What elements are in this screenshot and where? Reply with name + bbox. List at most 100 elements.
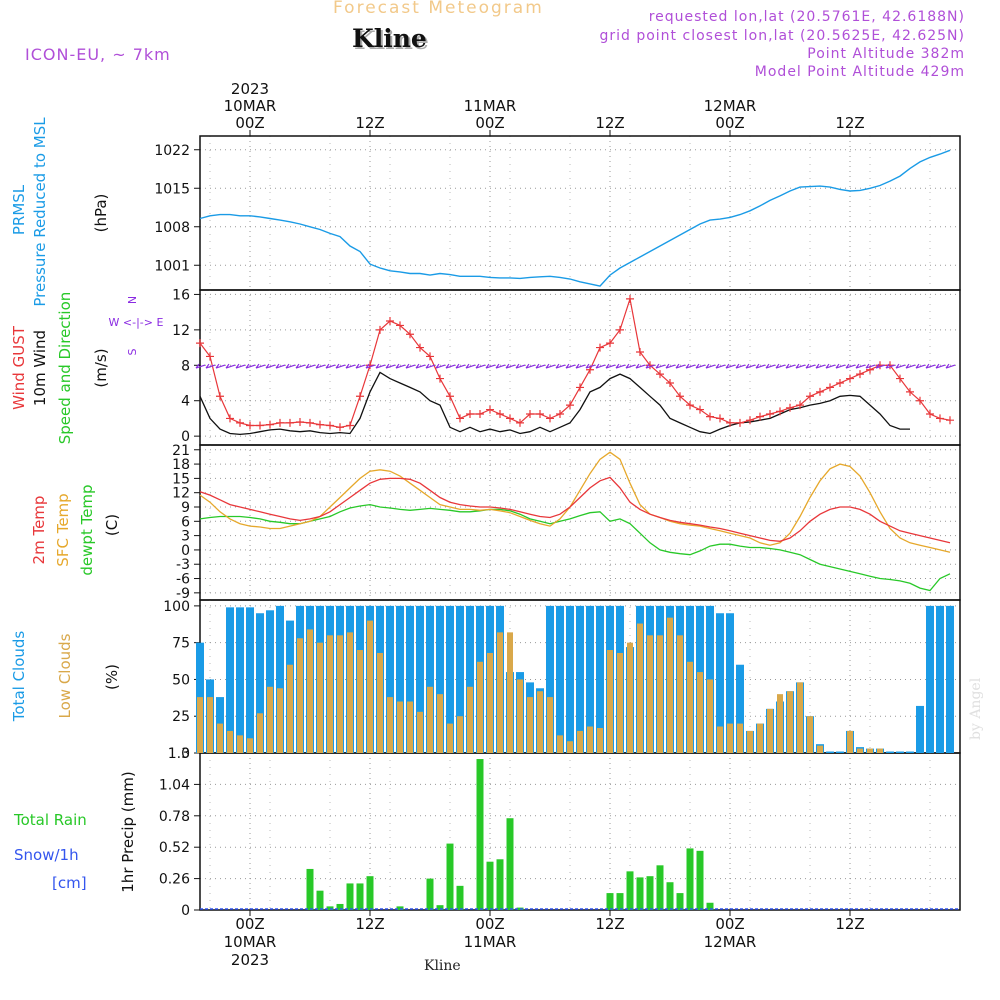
low-cloud-bar	[417, 711, 423, 753]
low-cloud-bar	[687, 661, 693, 753]
pressure-label-full: Pressure Reduced to MSL	[31, 117, 49, 307]
gust-marker	[676, 392, 684, 401]
low-cloud-bar	[557, 735, 563, 753]
wind-speed-line	[199, 371, 910, 436]
gust-marker	[466, 410, 474, 418]
wind-direction-arrow	[215, 363, 226, 369]
total-cloud-bar	[726, 613, 734, 753]
x-tick-label-top: 12Z	[835, 114, 864, 132]
y-tick-label: 21	[172, 443, 190, 459]
gust-marker	[896, 374, 904, 383]
total-cloud-bar	[716, 613, 724, 753]
total-cloud-bar	[236, 607, 244, 753]
rain-bar	[696, 850, 704, 910]
wind-direction-arrow	[255, 363, 266, 369]
gust-marker	[726, 418, 734, 427]
low-cloud-bar	[787, 691, 793, 753]
wind-direction-arrow	[285, 363, 296, 369]
gust-marker	[636, 348, 644, 356]
low-cloud-bar	[857, 748, 863, 753]
wind-direction-arrow	[785, 363, 796, 369]
total-cloud-bar	[456, 605, 464, 753]
x-tick-label-bottom: 12MAR	[704, 933, 757, 951]
wind-direction-arrow	[565, 363, 576, 369]
wind-direction-arrow	[925, 363, 936, 369]
y-tick-label: 6	[181, 514, 190, 530]
gust-marker	[286, 418, 294, 427]
wind-direction-arrow	[405, 363, 416, 369]
gust-marker	[386, 317, 394, 325]
wind-direction-arrow	[705, 363, 716, 369]
y-tick-label: 12	[172, 323, 190, 339]
y-tick-label: 18	[172, 457, 190, 473]
y-tick-label: 25	[172, 709, 190, 725]
low-cloud-bar	[797, 682, 803, 753]
gust-marker	[826, 383, 834, 392]
gust-marker	[326, 421, 334, 430]
gust-marker	[706, 412, 714, 421]
rain-bar	[446, 843, 454, 910]
y-tick-label: 0	[181, 429, 190, 445]
gust-marker	[816, 387, 824, 396]
gust-marker	[316, 420, 324, 429]
low-cloud-bar	[377, 652, 383, 753]
low-cloud-bar	[347, 632, 353, 753]
rain-bar	[646, 876, 654, 910]
wind-direction-arrow	[645, 363, 656, 369]
wind-direction-arrow	[415, 363, 426, 369]
low-clouds-label: Low Clouds	[56, 633, 74, 718]
gust-marker	[266, 420, 274, 429]
rain-bar	[306, 868, 314, 910]
low-cloud-bar	[677, 635, 683, 753]
total-cloud-bar	[266, 610, 274, 753]
low-cloud-bar	[257, 713, 263, 753]
wind-direction-arrow	[555, 363, 566, 369]
gust-marker	[446, 392, 454, 401]
gust-marker	[776, 407, 784, 416]
sfc-temp-line	[199, 451, 951, 553]
rain-bar	[616, 893, 624, 910]
gust-marker	[226, 414, 234, 423]
gust-marker	[516, 418, 524, 427]
total-cloud-bar	[546, 605, 554, 753]
total-cloud-bar	[556, 605, 564, 753]
rain-bar	[396, 906, 404, 910]
model-altitude: Model Point Altitude 429m	[754, 64, 965, 80]
gust-marker	[756, 412, 764, 421]
wind-direction-arrow	[375, 363, 386, 369]
total-cloud-bar	[596, 605, 604, 753]
gust-marker	[796, 401, 804, 410]
x-tick-label-top: 2023	[231, 80, 269, 98]
x-tick-label-top: 00Z	[715, 114, 744, 132]
gust-marker	[916, 396, 924, 405]
total-cloud-bar	[736, 664, 744, 753]
gust-marker	[456, 414, 464, 423]
dewpoint-line	[199, 503, 951, 592]
wind-direction-arrow	[205, 363, 216, 369]
y-tick-label: 50	[172, 672, 190, 688]
total-cloud-bar	[406, 605, 414, 753]
low-cloud-bar	[817, 745, 823, 753]
gust-marker	[496, 410, 504, 418]
rain-bar	[666, 882, 674, 910]
chart-title: Forecast Meteogram	[333, 0, 544, 18]
total-cloud-bar	[916, 705, 924, 753]
wind-direction-arrow	[945, 363, 956, 369]
y-tick-label: 12	[172, 486, 190, 502]
rain-bar	[606, 893, 614, 910]
grid-point-coords: grid point closest lon,lat (20.5625E, 42…	[599, 28, 965, 44]
low-cloud-bar	[777, 694, 783, 753]
x-tick-label-top: 10MAR	[224, 97, 277, 115]
rain-bar	[506, 818, 514, 910]
gust-marker	[246, 421, 254, 430]
total-cloud-bar	[256, 613, 264, 753]
y-tick-label: 16	[172, 287, 190, 303]
wind-unit-label: (m/s)	[92, 348, 110, 387]
rain-bar	[356, 883, 364, 910]
gust-marker	[396, 321, 404, 330]
wind-direction-arrow	[225, 363, 236, 369]
low-cloud-bar	[397, 701, 403, 753]
wind-direction-arrow	[235, 363, 246, 369]
y-tick-label: 75	[172, 636, 190, 652]
wind-direction-arrow	[795, 363, 806, 369]
